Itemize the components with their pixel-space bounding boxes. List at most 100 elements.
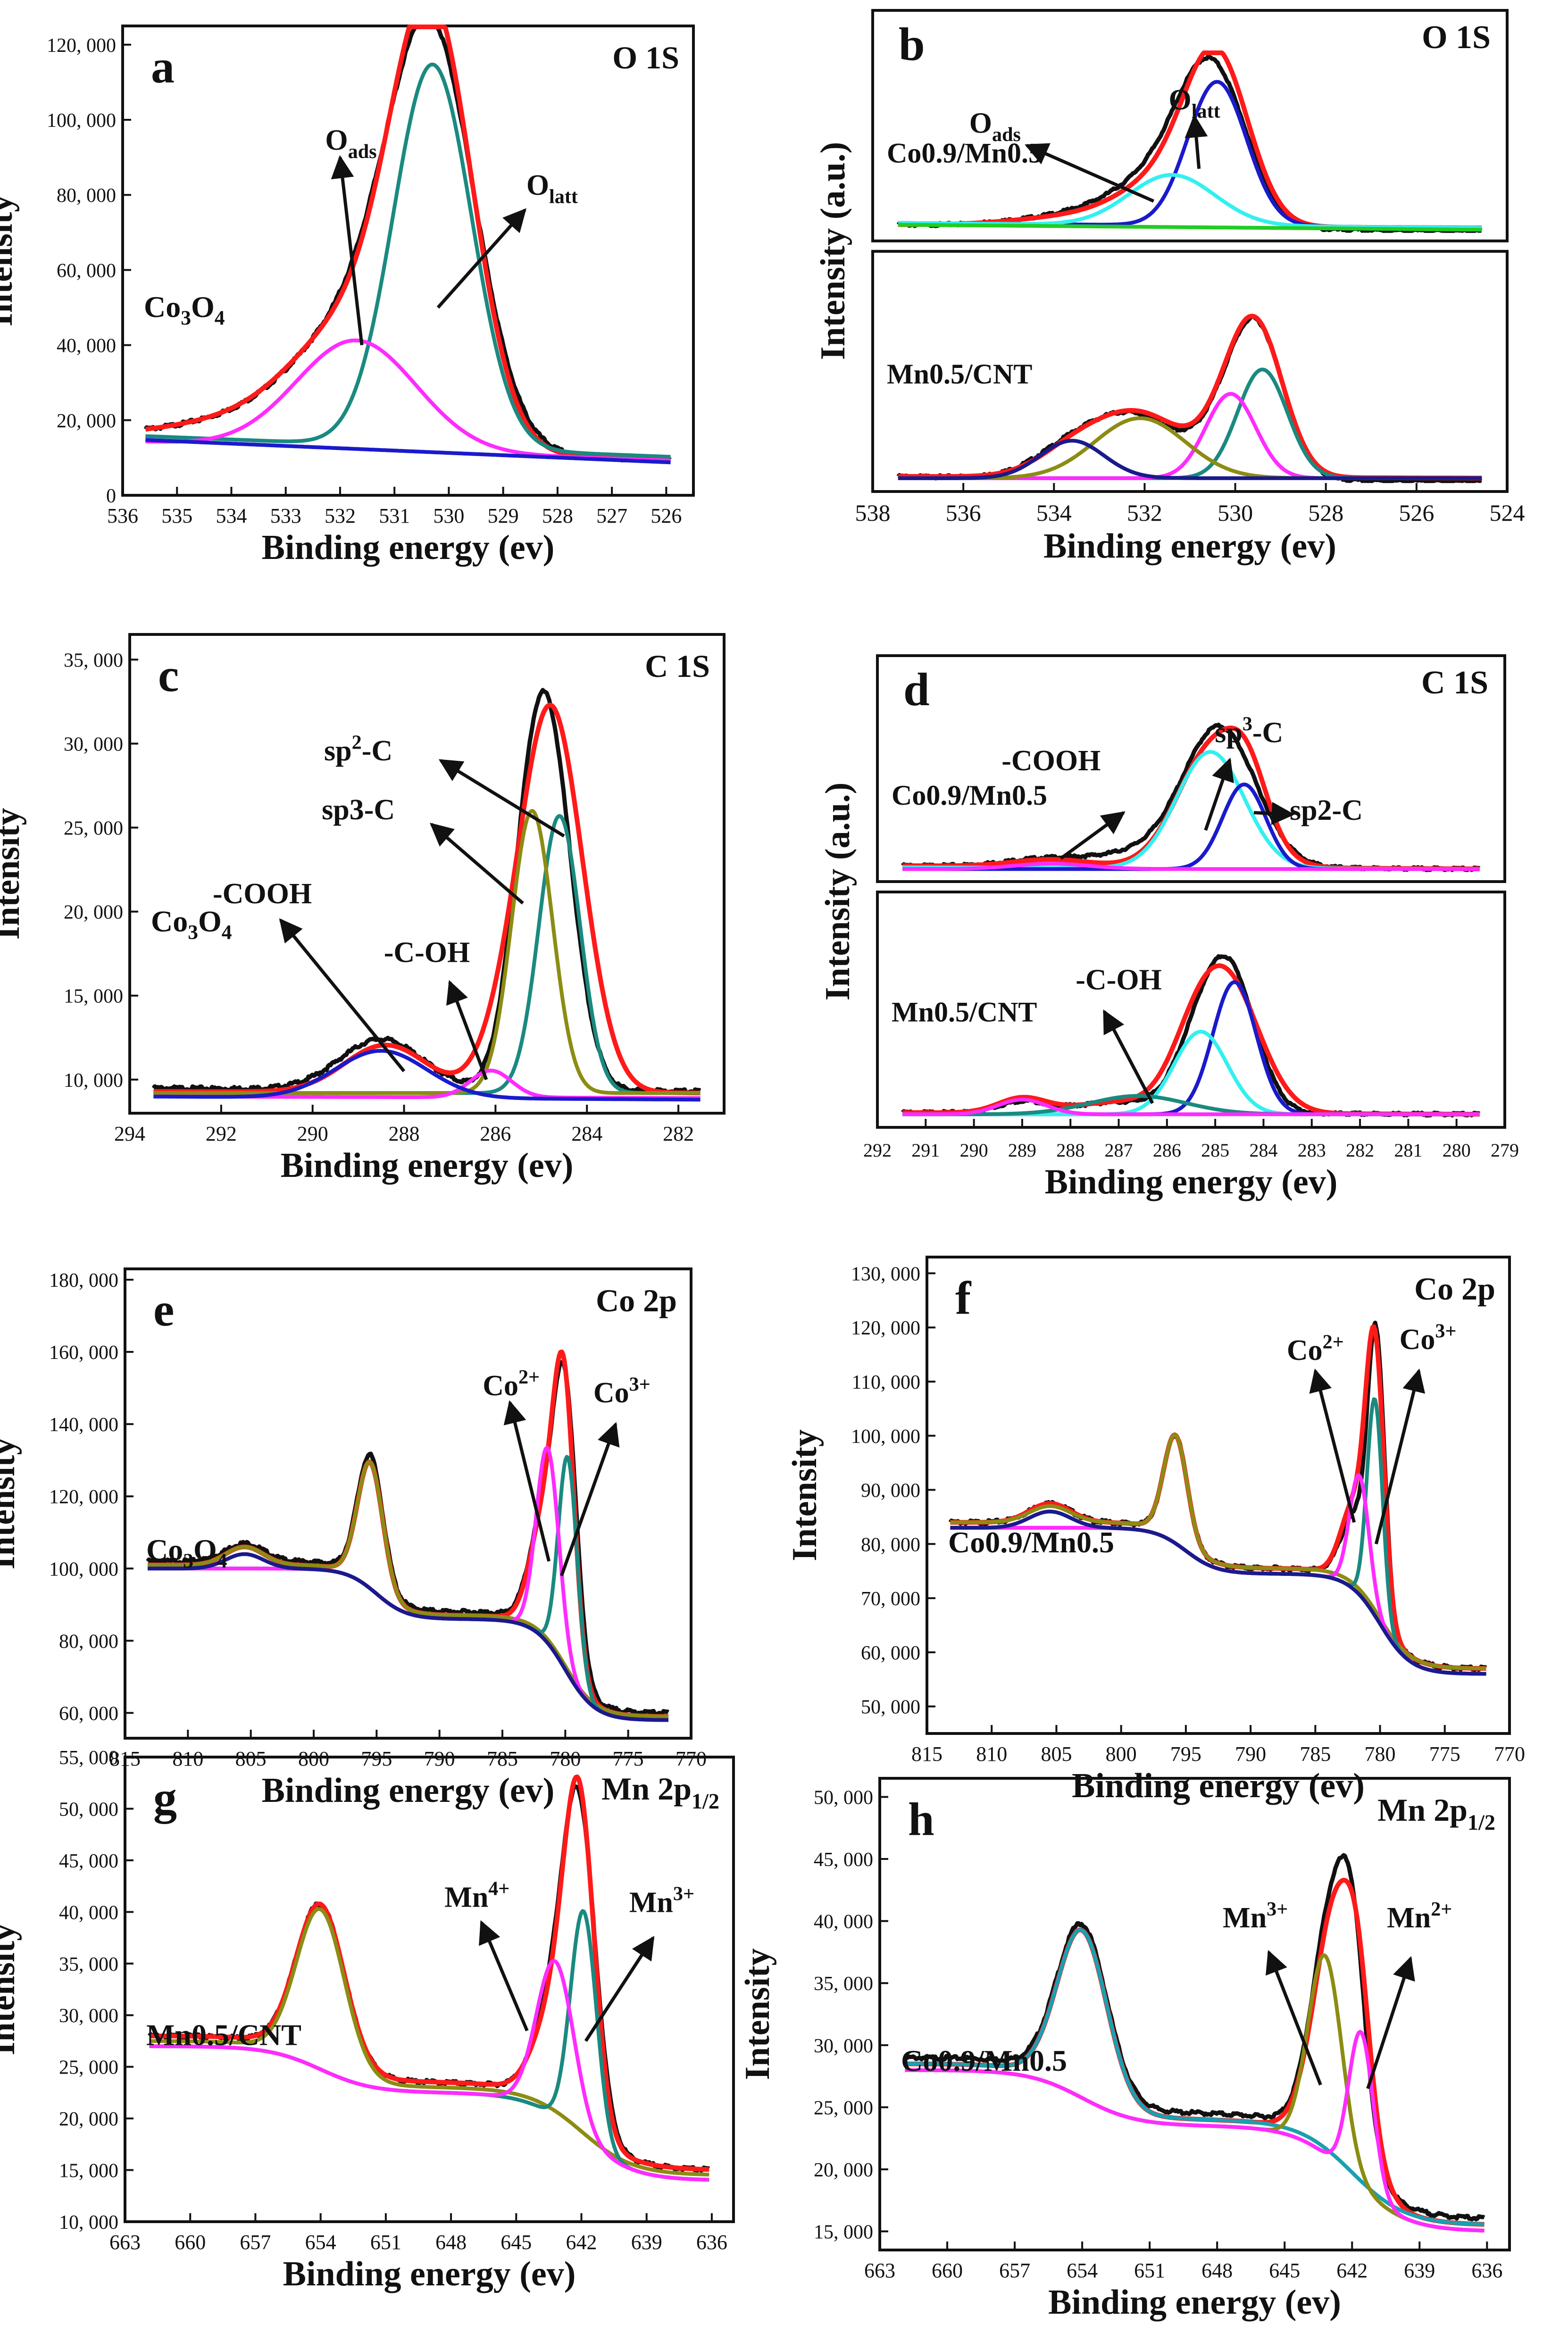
y-tick-label: 60, 000 [57,260,116,282]
x-tick-label: 285 [1201,1140,1229,1161]
y-tick-label: 120, 000 [851,1317,920,1339]
corner-title: O 1S [1422,19,1491,56]
series-background [897,223,1483,232]
y-axis-label: Intensity (a.u.) [814,142,852,360]
x-axis-label: Binding energy (ev) [1045,1163,1338,1201]
y-tick-label: 0 [106,485,116,507]
x-tick-label: 290 [960,1140,988,1161]
y-tick-label: 60, 000 [861,1642,920,1664]
x-tick-label: 532 [1127,500,1162,526]
x-tick-label: 288 [1056,1140,1084,1161]
panel-a: 536 535 534 533 532 531 530 529 528 527 526 0 20, 00… [0,25,695,567]
annotation-arrow [479,1920,529,2032]
y-tick-label: 80, 000 [861,1534,920,1556]
sample-label: Co3O4 [151,904,232,943]
y-tick-label: 100, 000 [49,1558,118,1580]
panel-letter: f [955,1272,972,1324]
annotation-label: -C-OH [1076,964,1162,996]
x-tick-label: 286 [1153,1140,1181,1161]
y-tick-label: 140, 000 [49,1414,118,1436]
x-tick-label: 286 [480,1122,511,1145]
series-comp_654 [149,1907,710,2177]
x-tick-label: 534 [216,504,247,527]
x-tick-label: 538 [855,500,891,526]
x-tick-label: 535 [161,504,192,527]
y-tick-label: 80, 000 [59,1631,118,1652]
y-tick-label: 30, 000 [59,2005,118,2027]
panel-letter: a [151,41,175,93]
x-tick-label: 280 [1443,1140,1471,1161]
x-axis-label: Binding energy (ev) [1048,2283,1341,2322]
series-background [147,1552,669,1722]
corner-title: Mn 2p1/2 [601,1771,719,1814]
y-tick-label: 70, 000 [861,1588,920,1610]
corner-title: O 1S [612,40,679,75]
annotation-label: Co2+ [483,1366,540,1402]
series--COOH [902,1098,1480,1117]
x-tick-label: 654 [1067,2259,1098,2282]
x-tick-label: 279 [1491,1140,1519,1161]
y-tick-label: 25, 000 [59,2057,118,2079]
subplot-frame [876,891,1506,1129]
y-tick-label: 20, 000 [57,410,116,432]
annotation-arrow [1184,114,1208,169]
series-comp_654 [904,1928,1485,2226]
panel-c: 294 292 290 288 286 284 282 10, 000 15, 000 20, 0… [0,633,726,1185]
x-tick-label: 639 [631,2231,662,2254]
subplot-frame [876,654,1506,883]
y-tick-label: 15, 000 [59,2160,118,2182]
y-tick-label: 90, 000 [861,1480,920,1502]
x-tick-label: 780 [1365,1742,1396,1766]
x-tick-label: 790 [1235,1742,1266,1766]
x-tick-label: 282 [663,1122,694,1145]
x-tick-label: 642 [566,2231,597,2254]
plot-frame [124,1756,735,2223]
annotation-label: -COOH [213,878,312,910]
annotation-arrow [1309,1368,1356,1523]
annotation-arrow [1025,143,1155,203]
y-axis-label: Intensity [0,1438,22,1570]
plot-frame [878,1777,1511,2251]
x-tick-label: 533 [270,504,301,527]
sample-label: Mn0.5/CNT [892,996,1037,1027]
x-tick-label: 795 [361,1747,392,1770]
x-tick-label: 527 [596,504,627,527]
y-tick-label: 120, 000 [47,35,116,57]
y-tick-label: 30, 000 [814,2035,873,2057]
x-tick-label: 651 [1134,2259,1165,2282]
x-tick-label: 810 [976,1742,1007,1766]
annotation-label: Co2+ [1287,1331,1344,1367]
y-axis-label: Intensity [0,808,27,940]
annotation-arrow [1266,1950,1322,2086]
plot-frame [124,1267,692,1740]
annotation-label: Olatt [526,169,578,208]
y-axis-label: Intensity [785,1429,824,1561]
y-tick-label: 130, 000 [851,1263,920,1285]
series-envelope [148,1775,710,2172]
x-tick-label: 770 [676,1747,707,1770]
y-axis-label: Intensity [738,1948,777,2080]
x-tick-label: 290 [297,1122,328,1145]
y-tick-label: 30, 000 [64,733,123,755]
sample-label: Co3O4 [146,1533,227,1572]
annotation-label: Mn2+ [1387,1898,1452,1934]
annotation-arrow [503,1400,551,1562]
panel-letter: g [153,1772,177,1824]
y-axis-label: Intensity [0,195,20,327]
annotation-arrow [1204,758,1234,831]
y-tick-label: 45, 000 [814,1849,873,1871]
subplot-frame [871,250,1509,493]
x-tick-label: 284 [571,1122,602,1145]
y-axis-label: Intensity (a.u.) [818,783,857,1001]
x-tick-label: 636 [1471,2259,1502,2282]
y-tick-label: 25, 000 [814,2097,873,2119]
x-tick-label: 534 [1036,500,1072,526]
series-background [950,1509,1487,1676]
corner-title: Co 2p [596,1283,677,1318]
sample-label: Co3O4 [144,290,225,329]
x-tick-label: 780 [550,1747,581,1770]
corner-title: C 1S [645,648,710,684]
y-tick-label: 20, 000 [64,902,123,924]
